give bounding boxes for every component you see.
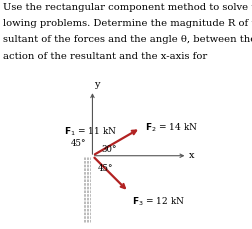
Text: sultant of the forces and the angle θ, between the line of: sultant of the forces and the angle θ, b… (3, 35, 252, 44)
Text: 45°: 45° (70, 139, 85, 148)
Text: 30°: 30° (101, 145, 116, 154)
Text: $\mathbf{F}_1$ = 11 kN: $\mathbf{F}_1$ = 11 kN (64, 125, 116, 138)
Text: lowing problems. Determine the magnitude R of the re-: lowing problems. Determine the magnitude… (3, 19, 252, 28)
Text: 45°: 45° (98, 164, 113, 173)
Text: y: y (93, 80, 99, 89)
Text: Use the rectangular component method to solve the fol-: Use the rectangular component method to … (3, 3, 252, 12)
Text: action of the resultant and the x-axis for: action of the resultant and the x-axis f… (3, 52, 206, 60)
Text: $\mathbf{F}_3$ = 12 kN: $\mathbf{F}_3$ = 12 kN (132, 195, 185, 207)
Text: x: x (188, 151, 193, 160)
Text: $\mathbf{F}_2$ = 14 kN: $\mathbf{F}_2$ = 14 kN (145, 121, 198, 134)
